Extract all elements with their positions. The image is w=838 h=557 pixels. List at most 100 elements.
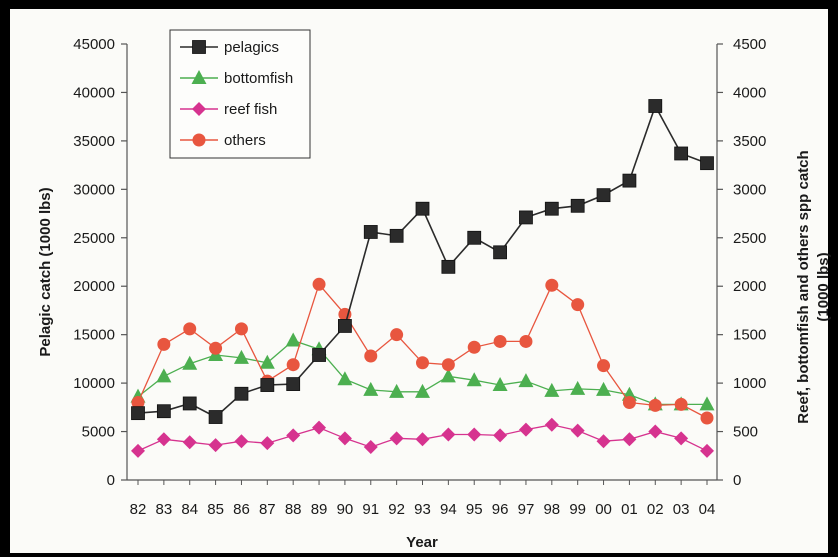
x-tick-label: 87 (259, 501, 276, 518)
data-point-others (597, 359, 611, 373)
data-point-reef-fish (260, 436, 275, 451)
data-point-others (648, 398, 662, 412)
data-point-others (416, 356, 429, 370)
data-point-pelagics (519, 210, 533, 225)
data-point-reef-fish (182, 435, 197, 450)
y-right-tick-label: 500 (733, 424, 758, 441)
y-left-tick-label: 25000 (73, 230, 115, 247)
data-point-others (493, 334, 507, 348)
y-left-tick-label: 30000 (73, 181, 115, 198)
data-point-bottomfish (156, 368, 172, 383)
y-left-tick-label: 35000 (73, 133, 115, 150)
data-point-pelagics (674, 146, 689, 161)
data-point-reef-fish (415, 432, 430, 447)
data-point-pelagics (493, 245, 507, 260)
data-point-others (234, 322, 248, 336)
data-point-reef-fish (518, 422, 533, 437)
data-point-others (571, 298, 585, 312)
legend-label-pelagics: pelagics (224, 39, 279, 56)
y-right-tick-label: 3000 (733, 181, 766, 198)
series-pelagics (131, 99, 714, 424)
data-point-pelagics (182, 396, 197, 411)
data-point-pelagics (208, 410, 223, 424)
data-point-others (622, 395, 636, 409)
data-point-reef-fish (337, 431, 352, 446)
data-point-pelagics (596, 188, 611, 203)
x-tick-label: 93 (414, 501, 431, 518)
data-point-bottomfish (440, 368, 456, 383)
data-point-pelagics (234, 386, 249, 401)
x-tick-label: 88 (285, 501, 302, 518)
data-point-others (209, 341, 223, 355)
data-point-bottomfish (570, 380, 586, 395)
data-point-others (157, 337, 171, 351)
data-point-pelagics (338, 319, 352, 333)
data-point-others (467, 340, 481, 354)
x-tick-label: 86 (233, 501, 250, 518)
y-right-tick-label: 3500 (733, 133, 766, 150)
series-reef-fish (131, 417, 714, 458)
data-point-pelagics (441, 259, 456, 274)
series-line-others (137, 282, 708, 419)
x-tick-label: 97 (518, 501, 535, 518)
data-point-bottomfish (699, 396, 715, 411)
y-right-tick-label: 2000 (733, 278, 766, 295)
data-point-others (441, 358, 455, 372)
data-point-reef-fish (441, 427, 456, 442)
data-point-reef-fish (648, 424, 663, 439)
data-point-others (700, 411, 714, 425)
x-tick-label: 04 (699, 501, 716, 518)
data-point-others (519, 334, 533, 348)
data-point-pelagics (286, 377, 301, 391)
y-axis-right-title-line2: (1000 lbs) (815, 252, 832, 321)
x-tick-label: 89 (311, 501, 328, 518)
y-left-tick-label: 15000 (73, 327, 115, 344)
y-right-tick-label: 0 (733, 472, 741, 489)
data-point-pelagics (700, 156, 714, 171)
x-axis-title: Year (406, 534, 438, 551)
data-point-reef-fish (596, 434, 611, 449)
data-point-reef-fish (493, 428, 508, 443)
x-tick-label: 94 (440, 501, 457, 518)
legend: pelagics bottomfish reef fish others (169, 29, 311, 159)
data-point-pelagics (467, 230, 482, 245)
x-tick-label: 90 (337, 501, 354, 518)
data-point-pelagics (544, 201, 559, 216)
data-point-pelagics (312, 348, 326, 362)
data-point-bottomfish (182, 355, 198, 370)
data-point-bottomfish (518, 373, 534, 388)
data-point-bottomfish (596, 381, 612, 396)
data-point-bottomfish (259, 354, 275, 369)
data-point-reef-fish (156, 432, 171, 447)
data-point-others (131, 395, 145, 409)
data-point-pelagics (260, 378, 275, 392)
x-tick-label: 82 (130, 501, 147, 518)
legend-item-bottomfish: bottomfish (180, 70, 293, 87)
data-point-reef-fish (131, 443, 145, 458)
axes: 0500010000150002000025000300003500040000… (73, 36, 766, 518)
data-point-bottomfish (285, 332, 301, 347)
data-point-reef-fish (467, 427, 482, 442)
data-point-others (338, 307, 352, 321)
legend-marker-others (192, 133, 206, 147)
legend-marker-pelagics (192, 40, 206, 54)
data-point-reef-fish (363, 440, 378, 455)
data-point-pelagics (415, 201, 430, 216)
y-axis-right-title-line1: Reef, bottomfish and others spp catch (795, 150, 812, 423)
data-point-bottomfish (337, 371, 353, 386)
y-right-tick-label: 1500 (733, 327, 766, 344)
data-point-reef-fish (570, 423, 585, 438)
data-point-reef-fish (544, 417, 559, 432)
data-point-others (312, 277, 326, 291)
x-tick-label: 98 (543, 501, 560, 518)
data-point-pelagics (131, 406, 145, 421)
x-tick-label: 95 (466, 501, 483, 518)
data-point-reef-fish (312, 420, 327, 435)
y-axis-left-title: Pelagic catch (1000 lbs) (37, 187, 54, 356)
legend-label-others: others (224, 132, 266, 149)
data-point-reef-fish (234, 434, 249, 449)
data-point-bottomfish (415, 383, 430, 398)
y-right-tick-label: 2500 (733, 230, 766, 247)
data-point-reef-fish (208, 438, 223, 453)
